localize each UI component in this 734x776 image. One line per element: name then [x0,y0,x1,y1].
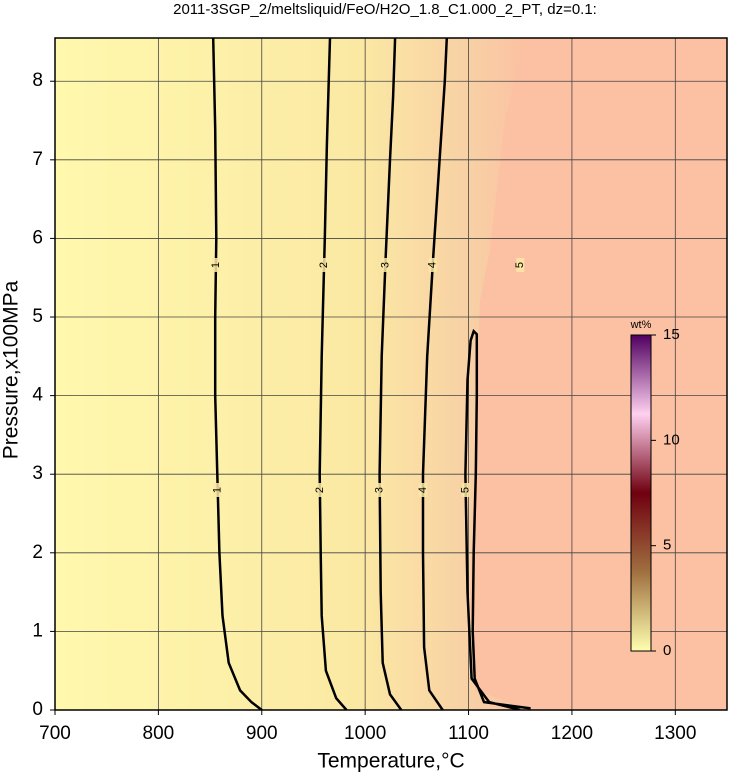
contour-label-bg [320,258,329,272]
y-tick-label: 0 [32,699,43,720]
y-tick-label: 4 [32,385,43,406]
x-tick-label: 1100 [448,723,489,744]
contour-label-bg [375,483,384,497]
contour-label: 2 [318,262,330,268]
contour-label: 2 [314,487,326,493]
colorbar-tick-label: 5 [663,537,671,554]
contour-labels: 1 1 2 2 3 3 4 4 5 5 [210,258,526,497]
plot-frame [54,37,728,711]
contour-line [421,38,449,710]
contour-label-bg [315,483,324,497]
contour-label-bg [381,258,390,272]
contour-label: 5 [514,262,526,268]
y-tick-label: 2 [32,542,43,563]
x-tick-label: 900 [246,723,278,744]
contour-label: 1 [212,487,224,493]
contour-label-bg [516,258,525,272]
y-tick-label: 1 [32,620,43,641]
contour-line [464,328,531,710]
colorbar-tick-label: 15 [663,326,680,343]
y-tick-label: 3 [32,463,43,484]
contour-line [318,38,348,710]
contour-line [211,38,263,710]
colorbar-label: wt% [630,319,652,331]
y-tick-label: 8 [32,70,43,91]
x-tick-label: 1000 [344,723,386,744]
y-tick-label: 6 [32,227,43,248]
x-tick-label: 800 [143,723,175,744]
contours [211,38,531,710]
contour-label-bg [211,258,220,272]
contour-label: 4 [427,262,439,268]
x-axis-label: Temperature,°C [317,750,464,773]
contour-label: 3 [374,487,386,493]
contour-label: 3 [379,262,391,268]
contour-label-bg [461,483,470,497]
colorbar-scale [630,334,652,652]
x-tick-label: 1300 [654,723,696,744]
contour-line [378,38,403,710]
contour-label-bg [428,258,437,272]
y-tick-label: 7 [32,149,43,170]
contour-label-bg [419,483,428,497]
saturation-region [470,38,727,710]
colorbar-tick-label: 0 [663,642,671,659]
contour-label: 4 [417,487,429,493]
contour-label: 1 [210,262,222,268]
chart-title: 2011-3SGP_2/meltsliquid/FeO/H2O_1.8_C1.0… [173,1,597,18]
x-tick-label: 700 [39,723,71,744]
colorbar-tick-label: 10 [663,431,680,448]
y-tick-label: 5 [32,306,43,327]
x-tick-label: 1200 [551,723,593,744]
colorbar: wt% 0 5 10 15 [630,319,680,659]
y-axis-label: Pressure,x100MPa [0,280,23,459]
contour-label-bg [213,483,222,497]
contour-label: 5 [460,487,472,493]
